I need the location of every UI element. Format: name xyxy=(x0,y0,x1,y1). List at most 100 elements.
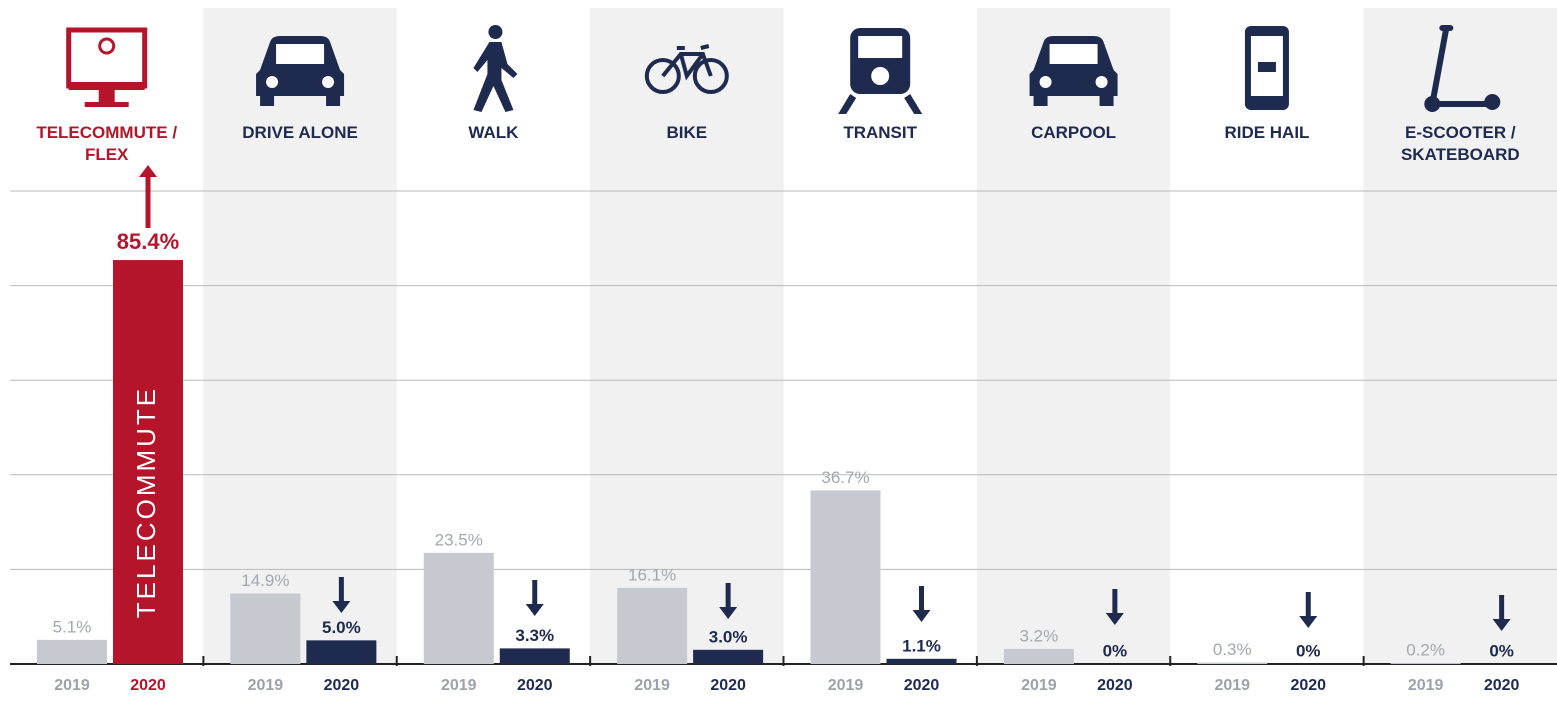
icon-part xyxy=(692,58,729,94)
x-label: 2019 xyxy=(248,677,284,694)
icon-part xyxy=(276,44,325,64)
value-label: 23.5% xyxy=(435,530,483,549)
x-label: 2020 xyxy=(130,677,166,694)
bar xyxy=(810,490,881,664)
icon-part xyxy=(98,37,116,55)
bar xyxy=(113,260,183,664)
column-band xyxy=(976,8,1171,664)
value-label: 0.2% xyxy=(1406,641,1445,660)
icon-part xyxy=(644,58,681,94)
bar xyxy=(1390,663,1461,664)
bar xyxy=(617,587,688,664)
icon-part xyxy=(260,94,275,106)
bar xyxy=(499,648,570,664)
value-label: 3.0% xyxy=(709,627,748,646)
column-band xyxy=(1363,8,1557,664)
icon-part xyxy=(871,67,890,85)
x-label: 2020 xyxy=(710,677,746,694)
icon-part xyxy=(1099,94,1114,106)
down-arrow xyxy=(1492,619,1511,631)
icon xyxy=(1029,36,1118,106)
bar xyxy=(886,658,957,664)
x-label: 2020 xyxy=(1097,677,1133,694)
down-arrow xyxy=(1105,613,1124,625)
value-label: 3.3% xyxy=(515,626,554,645)
icon-part xyxy=(322,76,335,88)
bar xyxy=(37,639,107,664)
value-label: 0% xyxy=(1103,641,1128,660)
x-label: 2019 xyxy=(441,677,477,694)
down-arrow xyxy=(332,601,351,613)
column-band xyxy=(203,8,397,664)
x-label: 2019 xyxy=(828,677,864,694)
icon-part xyxy=(98,90,115,104)
x-label: 2019 xyxy=(1021,677,1057,694)
down-arrow xyxy=(912,610,931,622)
x-label: 2020 xyxy=(1484,677,1520,694)
x-label: 2019 xyxy=(54,677,90,694)
icon xyxy=(66,27,148,107)
category-label: DRIVE ALONE xyxy=(242,123,358,142)
value-label: 85.4% xyxy=(117,229,179,254)
value-label: 0% xyxy=(1489,641,1514,660)
icon-part xyxy=(1095,76,1108,88)
icon xyxy=(644,44,729,94)
value-label: 36.7% xyxy=(821,468,869,487)
category-label: TELECOMMUTE / FLEX xyxy=(36,123,178,164)
icon xyxy=(473,25,518,112)
value-label: 0.3% xyxy=(1213,640,1252,659)
bar-annotation: TELECOMMUTE xyxy=(131,386,161,618)
x-label: 2019 xyxy=(634,677,670,694)
icon-part xyxy=(1484,94,1501,110)
down-arrow xyxy=(719,607,738,619)
icon-part xyxy=(68,82,145,90)
icon-part xyxy=(858,36,903,58)
icon-part xyxy=(1049,44,1098,64)
icon-part xyxy=(473,42,518,112)
icon xyxy=(1424,25,1501,112)
icon-part xyxy=(488,25,503,39)
x-label: 2020 xyxy=(1290,677,1326,694)
icon-part xyxy=(266,76,279,88)
category-label: WALK xyxy=(468,123,519,142)
category-label: TRANSIT xyxy=(843,123,918,142)
x-label: 2019 xyxy=(1214,677,1250,694)
value-label: 0% xyxy=(1296,641,1321,660)
value-label: 16.1% xyxy=(628,565,676,584)
icon-part xyxy=(1424,96,1441,112)
icon-part xyxy=(838,94,923,114)
x-label: 2020 xyxy=(517,677,553,694)
value-label: 5.0% xyxy=(322,618,361,637)
icon-part xyxy=(1039,76,1052,88)
down-arrow xyxy=(1299,616,1318,628)
icon-part xyxy=(1257,62,1276,72)
category-label: E-SCOOTER / SKATEBOARD xyxy=(1400,123,1520,164)
icon-part xyxy=(326,94,341,106)
bar xyxy=(693,649,764,664)
icon xyxy=(838,28,923,114)
x-label: 2020 xyxy=(904,677,940,694)
category-label: RIDE HAIL xyxy=(1224,123,1310,142)
x-label: 2020 xyxy=(324,677,360,694)
icon-part xyxy=(1033,94,1048,106)
category-label: BIKE xyxy=(666,123,708,142)
value-label: 1.1% xyxy=(902,636,941,655)
bar xyxy=(1197,662,1268,664)
down-arrow xyxy=(525,604,544,616)
icon xyxy=(256,36,345,106)
category-label: CARPOOL xyxy=(1031,123,1117,142)
up-arrow xyxy=(139,165,157,177)
icon-part xyxy=(84,102,129,107)
icon xyxy=(1244,26,1289,110)
bar xyxy=(230,593,301,664)
bar xyxy=(306,640,377,664)
column-band xyxy=(590,8,784,664)
x-label: 2019 xyxy=(1408,677,1444,694)
icon-part xyxy=(661,44,713,81)
bar xyxy=(1003,648,1074,664)
value-label: 3.2% xyxy=(1020,626,1059,645)
bar xyxy=(423,552,494,664)
value-label: 5.1% xyxy=(53,617,92,636)
